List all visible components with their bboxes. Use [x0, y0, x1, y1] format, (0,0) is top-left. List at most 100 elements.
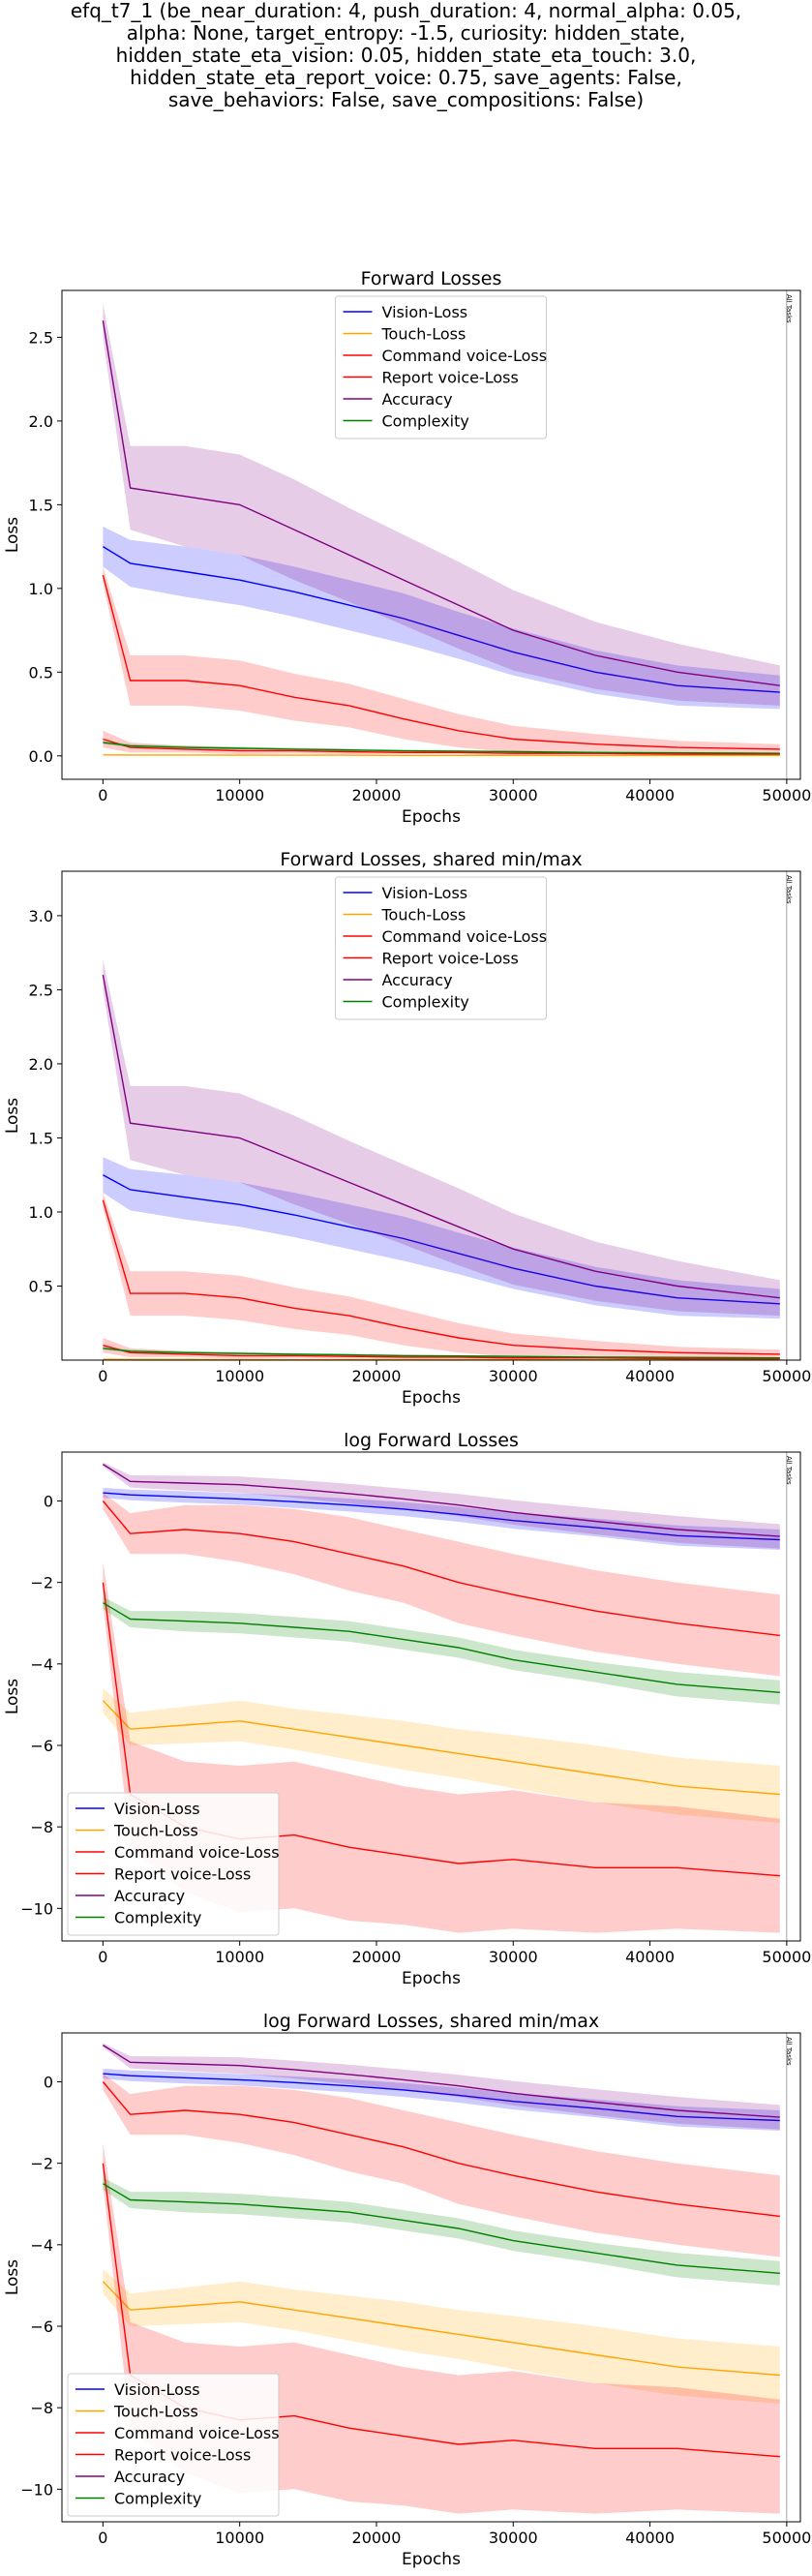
- legend-label-vision-loss: Vision-Loss: [114, 1800, 200, 1818]
- y-axis-label: Loss: [3, 2259, 22, 2295]
- task-annotation: All Tasks: [785, 294, 793, 323]
- legend-label-command-voice-loss: Command voice-Loss: [382, 347, 548, 365]
- legend: Vision-Loss Touch-Loss Command voice-Loss R…: [67, 1792, 280, 1936]
- y-tick-label: −6: [30, 1737, 53, 1755]
- series-line-report-voice-loss: [102, 2081, 780, 2218]
- y-tick-label: −4: [30, 2236, 53, 2255]
- plot-area: [102, 303, 780, 757]
- y-tick-label: 2.0: [29, 1055, 53, 1074]
- series-line-vision-loss: [103, 1174, 780, 1305]
- y-tick-label: 3.0: [29, 907, 53, 925]
- x-tick-label: 10000: [215, 786, 264, 804]
- x-tick-label: 30000: [489, 2529, 538, 2547]
- legend: Vision-Loss Touch-Loss Command voice-Loss R…: [335, 876, 548, 1020]
- chart-forward-losses: Forward Losses All Tasks 0 10000 20000 30000 4…: [0, 268, 812, 836]
- y-tick-label: −8: [30, 2399, 53, 2417]
- legend-label-report-voice-loss: Report voice-Loss: [382, 950, 519, 968]
- series-line-complexity: [103, 742, 780, 754]
- plot-frame: [61, 1451, 801, 1942]
- legend-label-vision-loss: Vision-Loss: [382, 303, 468, 321]
- chart-title: log Forward Losses: [344, 1433, 519, 1451]
- plot-frame: [61, 289, 801, 780]
- x-tick-label: 10000: [215, 1948, 264, 1966]
- x-axis-label: Epochs: [402, 1969, 461, 1988]
- y-tick-label: 1.0: [29, 580, 53, 598]
- y-tick-label: 0.0: [29, 747, 53, 766]
- band-accuracy: [103, 2043, 780, 2130]
- chart-log-forward-losses: log Forward Losses All Tasks 0 10000 20000 30…: [0, 1430, 812, 1998]
- x-axis-label: Epochs: [402, 2550, 461, 2569]
- legend-label-complexity: Complexity: [114, 2490, 201, 2508]
- series-line-accuracy: [103, 1464, 780, 1537]
- band-vision-loss: [103, 2069, 780, 2131]
- legend-box: [335, 295, 547, 439]
- legend-label-command-voice-loss: Command voice-Loss: [114, 1843, 280, 1862]
- y-tick-label: 0.5: [29, 663, 53, 682]
- series-line-command-voice-loss: [103, 1345, 780, 1360]
- y-axis-label: Loss: [3, 1098, 22, 1134]
- y-tick-label: −4: [30, 1655, 53, 1674]
- series-line-touch-loss: [103, 754, 780, 757]
- y-tick-label: 0: [44, 1493, 53, 1511]
- plot-frame: [61, 2032, 801, 2523]
- legend-label-touch-loss: Touch-Loss: [381, 906, 466, 924]
- y-tick-label: −6: [30, 2318, 53, 2336]
- series-line-vision-loss: [103, 2073, 780, 2122]
- x-axis-label: Epochs: [402, 1388, 461, 1408]
- legend-label-complexity: Complexity: [114, 1909, 201, 1927]
- chart-title: Forward Losses: [361, 271, 502, 289]
- legend-box: [67, 2373, 280, 2517]
- x-tick-label: 50000: [762, 1948, 811, 1966]
- series-line-accuracy: [102, 974, 780, 1299]
- legend: Vision-Loss Touch-Loss Command voice-Loss R…: [67, 2373, 280, 2517]
- band-report-voice-loss: [103, 566, 780, 755]
- y-tick-label: 0.5: [29, 1277, 53, 1295]
- x-tick-label: 50000: [762, 1367, 811, 1385]
- series-line-report-voice-loss: [102, 1199, 780, 1355]
- y-tick-label: −2: [30, 1574, 53, 1592]
- band-accuracy: [103, 1462, 780, 1549]
- legend-label-accuracy: Accuracy: [114, 2468, 185, 2486]
- series-line-report-voice-loss: [102, 574, 780, 750]
- x-tick-label: 20000: [352, 1367, 402, 1385]
- chart-forward-losses-shared: Forward Losses, shared min/max All Tasks 0…: [0, 849, 812, 1417]
- series-line-complexity: [103, 1348, 780, 1359]
- x-tick-label: 20000: [352, 2529, 402, 2547]
- legend-label-accuracy: Accuracy: [382, 971, 453, 989]
- x-tick-label: 10000: [215, 1367, 264, 1385]
- legend-label-touch-loss: Touch-Loss: [113, 2403, 198, 2421]
- band-report-voice-loss: [103, 1193, 780, 1359]
- legend-label-accuracy: Accuracy: [114, 1887, 185, 1905]
- legend-box: [335, 876, 547, 1020]
- y-axis-label: Loss: [3, 1679, 22, 1714]
- band-vision-loss: [103, 1488, 780, 1550]
- series-line-complexity: [103, 2183, 780, 2274]
- x-tick-label: 40000: [625, 1367, 675, 1385]
- series-line-report-voice-loss: [102, 1500, 780, 1637]
- y-tick-label: −2: [30, 2155, 53, 2173]
- x-tick-label: 40000: [625, 786, 675, 804]
- y-tick-label: −10: [20, 2480, 53, 2499]
- series-line-vision-loss: [103, 1492, 780, 1541]
- x-tick-label: 50000: [762, 2529, 811, 2547]
- y-tick-label: 1.5: [29, 1129, 53, 1147]
- chart-log-forward-losses-svg: log Forward Losses All Tasks 0 10000 20000 30…: [3, 1430, 811, 1988]
- x-tick-label: 40000: [625, 2529, 675, 2547]
- legend-label-complexity: Complexity: [382, 412, 469, 431]
- x-tick-label: 30000: [489, 786, 538, 804]
- series-line-accuracy: [103, 2045, 780, 2118]
- x-tick-label: 0: [98, 786, 107, 804]
- band-complexity: [103, 1596, 780, 1705]
- legend-label-report-voice-loss: Report voice-Loss: [114, 2446, 251, 2465]
- y-tick-label: −8: [30, 1818, 53, 1836]
- y-axis-label: Loss: [3, 517, 22, 553]
- band-complexity: [103, 2177, 780, 2286]
- legend-label-command-voice-loss: Command voice-Loss: [114, 2424, 280, 2442]
- legend-label-command-voice-loss: Command voice-Loss: [382, 927, 548, 946]
- x-tick-label: 20000: [352, 1948, 402, 1966]
- legend-label-vision-loss: Vision-Loss: [114, 2380, 200, 2399]
- chart-forward-losses-svg: Forward Losses All Tasks 0 10000 20000 30000 4…: [3, 268, 811, 827]
- legend-box: [67, 1792, 280, 1936]
- band-vision-loss: [103, 526, 780, 710]
- x-tick-label: 30000: [489, 1367, 538, 1385]
